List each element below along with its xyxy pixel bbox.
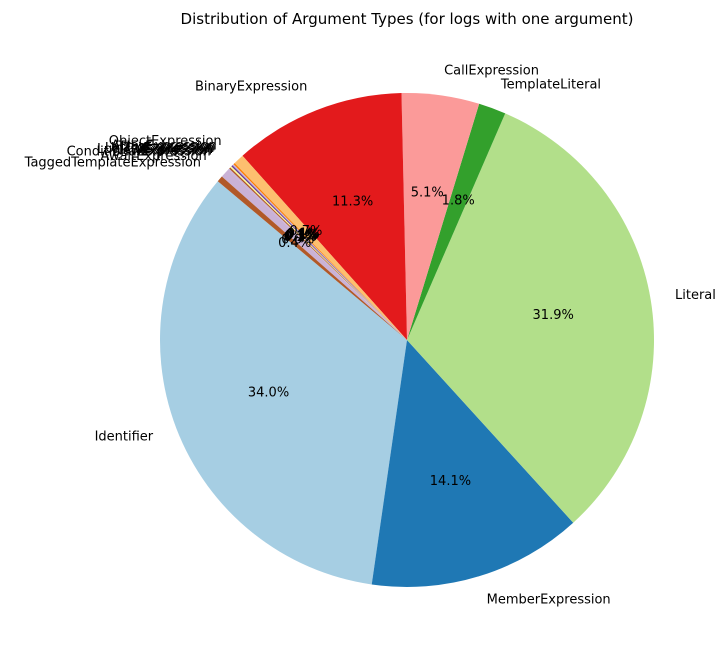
label-objectexpression: ObjectExpression [109, 134, 222, 149]
slice-logicalexpression [230, 166, 407, 340]
pct-templateliteral: 1.8% [442, 193, 475, 208]
pct-literal: 31.9% [533, 308, 574, 323]
label-awaitexpression: AwaitExpression [100, 149, 206, 164]
pct-identifier: 34.0% [248, 385, 289, 400]
slice-callexpression [401, 93, 480, 341]
pct-newexpression: 0.1% [284, 229, 317, 244]
slice-literal [407, 113, 655, 523]
pct-awaitexpression: 0.6% [281, 232, 314, 247]
label-callexpression: CallExpression [444, 63, 539, 78]
pct-unaryexpression: 0.1% [285, 228, 318, 243]
slice-newexpression [229, 167, 407, 340]
label-arrayexpression: ArrayExpression [111, 139, 217, 154]
label-memberexpression: MemberExpression [487, 592, 611, 607]
label-thisexpression: ThisExpression [117, 140, 215, 155]
slice-labels: Identifier MemberExpression Literal Templat… [24, 63, 716, 607]
label-taggedtemplateexpression: TaggedTemplateExpression [24, 155, 201, 170]
slice-templateliteral [407, 103, 506, 340]
label-literal: Literal [675, 288, 716, 303]
pct-binaryexpression: 11.3% [332, 195, 373, 210]
label-conditionalexpression: ConditionalExpression [67, 145, 211, 160]
pct-memberexpression: 14.1% [430, 474, 471, 489]
percent-labels: 34.0%14.1%31.9%1.8%5.1%11.3%0.7%0.1%0.1%… [248, 186, 574, 490]
slice-taggedtemplateexpression [217, 176, 407, 340]
pct-logicalexpression: 0.1% [285, 229, 318, 244]
slice-identifier [159, 181, 407, 585]
slice-arrayexpression [233, 163, 407, 340]
label-identifier: Identifier [95, 429, 154, 444]
slice-conditionalexpression [228, 168, 407, 340]
pct-objectexpression: 0.7% [289, 224, 322, 239]
label-templateliteral: TemplateLiteral [500, 78, 601, 93]
chart-title: Distribution of Argument Types (for logs… [181, 10, 634, 28]
slice-unaryexpression [231, 165, 407, 340]
slice-objectexpression [234, 155, 407, 340]
pct-conditionalexpression: 0.1% [283, 230, 316, 245]
pie-slices [159, 93, 655, 587]
label-newexpression: NewExpression [113, 143, 212, 158]
pct-arrayexpression: 0.1% [287, 227, 320, 242]
slice-memberexpression [371, 340, 574, 587]
label-binaryexpression: BinaryExpression [195, 80, 307, 95]
pct-taggedtemplateexpression: 0.4% [278, 236, 311, 251]
label-logicalexpression: LogicalExpression [97, 142, 213, 157]
pct-thisexpression: 0.1% [286, 227, 319, 242]
slice-thisexpression [232, 164, 407, 340]
slice-awaitexpression [221, 169, 407, 340]
slice-binaryexpression [242, 93, 407, 340]
label-unaryexpression: UnaryExpression [105, 141, 214, 156]
pct-callexpression: 5.1% [411, 186, 444, 201]
